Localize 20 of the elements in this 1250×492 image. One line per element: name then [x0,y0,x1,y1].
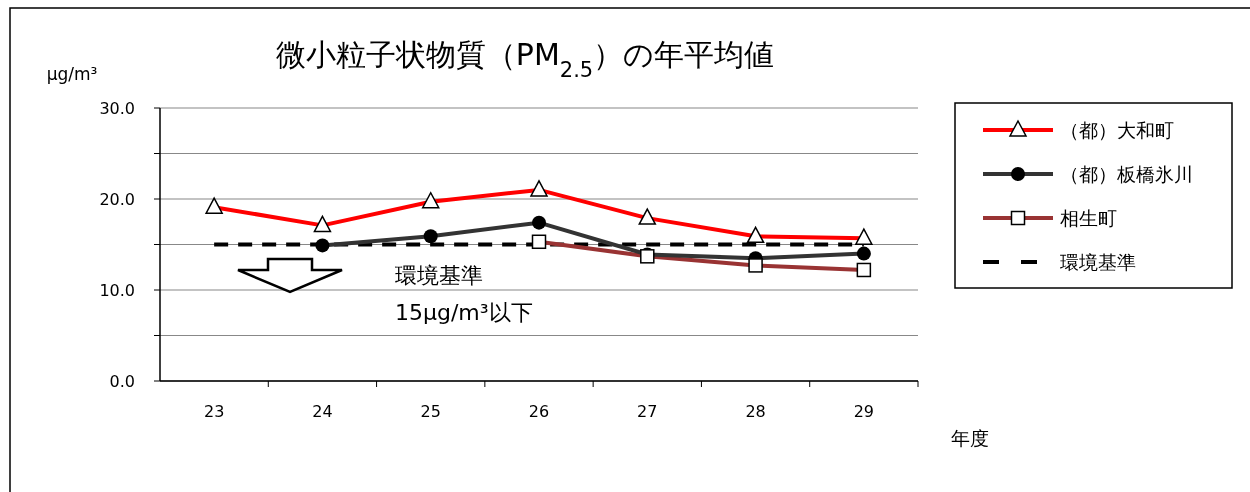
x-tick-label: 27 [637,402,658,421]
x-tick-label: 29 [853,402,875,421]
y-tick-label: 10.0 [99,281,135,300]
y-axis-title: μg/m³ [46,64,98,84]
chart-title: 微小粒子状物質（PM$_{2.5}$）の年平均値 [275,37,775,82]
x-axis-title: 年度 [951,427,989,449]
legend-label: （都）板橋氷川 [1060,163,1193,185]
y-tick-label: 30.0 [99,99,135,118]
x-tick-label: 23 [203,402,225,421]
legend-label: 相生町 [1060,207,1117,229]
annotation: 環境基準 [395,263,483,288]
annotation: 15μg/m³以下 [395,300,533,325]
x-tick-label: 24 [312,402,333,421]
y-tick-label: 0.0 [109,372,135,391]
x-tick-label: 28 [745,402,766,421]
legend-label: 環境基準 [1060,251,1136,273]
legend-label: （都）大和町 [1060,119,1174,141]
x-tick-label: 26 [528,402,550,421]
x-tick-label: 25 [420,402,441,421]
y-tick-label: 20.0 [99,190,135,209]
